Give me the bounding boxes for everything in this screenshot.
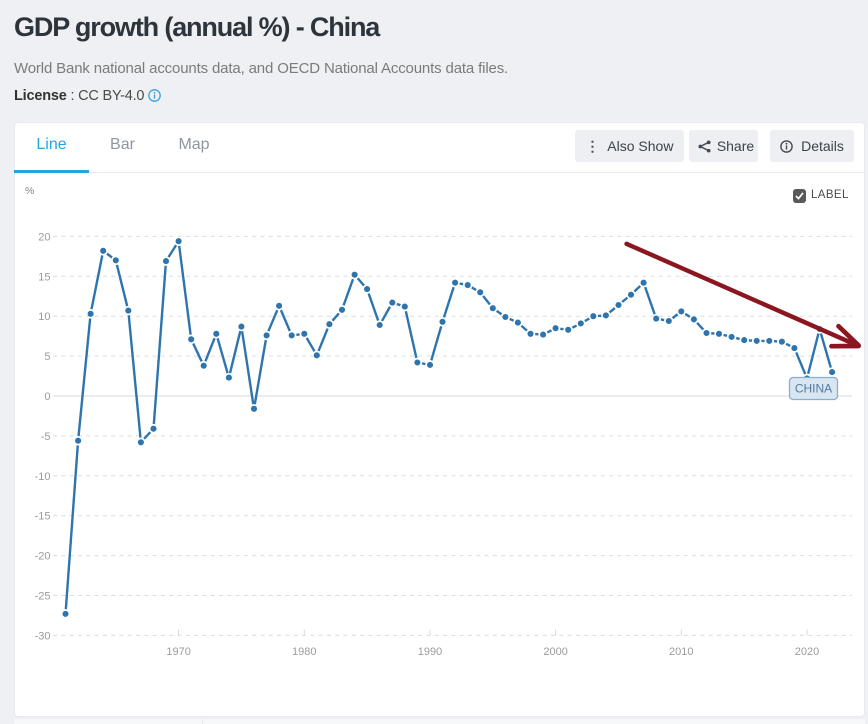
svg-text:CHINA: CHINA bbox=[795, 382, 832, 396]
svg-text:1970: 1970 bbox=[166, 646, 190, 658]
svg-text:1980: 1980 bbox=[292, 646, 316, 658]
svg-text:-10: -10 bbox=[35, 471, 51, 483]
svg-text:0: 0 bbox=[44, 391, 50, 403]
svg-text:-30: -30 bbox=[35, 630, 51, 642]
svg-text:-20: -20 bbox=[35, 551, 51, 563]
svg-text:5: 5 bbox=[44, 351, 50, 363]
svg-text:-5: -5 bbox=[41, 431, 51, 443]
svg-text:15: 15 bbox=[38, 271, 50, 283]
svg-text:20: 20 bbox=[38, 231, 50, 243]
svg-text:2020: 2020 bbox=[795, 646, 819, 658]
svg-text:-15: -15 bbox=[35, 511, 51, 523]
svg-text:1990: 1990 bbox=[418, 646, 442, 658]
svg-text:-25: -25 bbox=[35, 591, 51, 603]
svg-text:2010: 2010 bbox=[669, 646, 693, 658]
svg-text:2000: 2000 bbox=[543, 646, 567, 658]
svg-text:10: 10 bbox=[38, 311, 50, 323]
